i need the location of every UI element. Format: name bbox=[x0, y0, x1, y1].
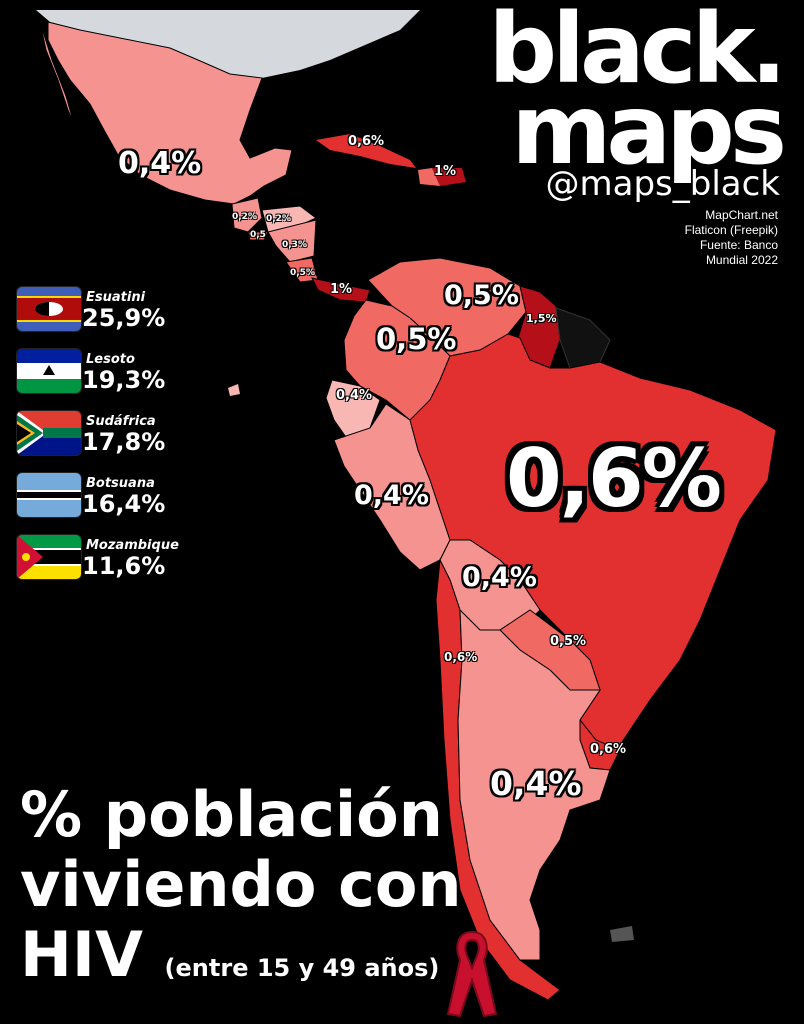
legend-value: 25,9% bbox=[82, 304, 166, 332]
cuba-region bbox=[316, 134, 416, 168]
red-ribbon-icon bbox=[446, 930, 498, 1018]
title-line3: HIV bbox=[20, 918, 143, 991]
credit-line: Mundial 2022 bbox=[705, 253, 778, 267]
label-brazil: 0,6% bbox=[506, 432, 722, 525]
label-honduras: 0,2% bbox=[266, 214, 291, 224]
label-panama: 1% bbox=[330, 282, 353, 297]
legend-item: Botsuana 16,4% bbox=[16, 472, 186, 534]
nicaragua-region bbox=[267, 219, 317, 263]
botswana-flag-icon bbox=[16, 472, 82, 518]
brand-logo: black. maps bbox=[488, 0, 787, 186]
label-costa-rica: 0,5% bbox=[290, 268, 315, 278]
label-guyana-suriname: 1,5% bbox=[526, 312, 557, 325]
label-chile: 0,6% bbox=[444, 650, 478, 664]
legend-item: Sudáfrica 17,8% bbox=[16, 410, 186, 472]
mexico-region bbox=[39, 21, 293, 205]
legend-country: Mozambique bbox=[86, 538, 179, 553]
title-line1: % población bbox=[20, 778, 443, 851]
credit-line: MapChart.net bbox=[705, 208, 778, 222]
label-bolivia: 0,4% bbox=[462, 562, 537, 593]
label-argentina: 0,4% bbox=[490, 764, 582, 803]
el-salvador-region bbox=[247, 231, 269, 241]
legend-item: Lesoto 19,3% bbox=[16, 348, 186, 410]
eswatini-flag-icon bbox=[16, 286, 82, 332]
brand-line2: maps bbox=[511, 74, 787, 186]
galapagos-region bbox=[228, 384, 240, 396]
label-el-salvador: 0,5 bbox=[250, 230, 266, 240]
legend-country: Esuatini bbox=[86, 290, 146, 305]
label-dominican-republic: 1% bbox=[434, 164, 457, 179]
mozambique-flag-icon bbox=[16, 534, 82, 580]
legend-value: 17,8% bbox=[82, 428, 166, 456]
legend-country: Lesoto bbox=[86, 352, 135, 367]
brand-handle: @maps_black bbox=[545, 164, 781, 204]
credit-line: Flaticon (Freepik) bbox=[684, 223, 778, 237]
legend-value: 11,6% bbox=[82, 552, 166, 580]
label-uruguay: 0,6% bbox=[590, 742, 627, 757]
south-africa-flag-icon bbox=[16, 410, 82, 456]
legend-value: 19,3% bbox=[82, 366, 166, 394]
legend: Esuatini 25,9% Lesoto 19,3% Sudáfrica 17… bbox=[16, 286, 186, 596]
brand-line1: black. bbox=[488, 0, 787, 105]
title-subtitle: (entre 15 y 49 años) bbox=[164, 954, 440, 982]
label-paraguay: 0,5% bbox=[550, 634, 587, 649]
dominican-republic-region bbox=[432, 168, 466, 186]
legend-country: Sudáfrica bbox=[86, 414, 156, 429]
title-line2: viviendo con bbox=[20, 848, 462, 921]
label-mexico: 0,4% bbox=[118, 146, 202, 181]
label-colombia: 0,5% bbox=[376, 322, 457, 356]
argentina-region bbox=[457, 608, 611, 961]
credits: MapChart.net Flaticon (Freepik) Fuente: … bbox=[685, 208, 778, 268]
label-peru: 0,4% bbox=[354, 480, 429, 511]
legend-country: Botsuana bbox=[86, 476, 155, 491]
map-title: % población viviendo con HIV (entre 15 y… bbox=[20, 780, 462, 1003]
credit-line: Fuente: Banco bbox=[699, 238, 778, 252]
haiti-region bbox=[418, 168, 440, 186]
label-ecuador: 0,4% bbox=[336, 388, 373, 403]
label-cuba: 0,6% bbox=[348, 134, 385, 149]
brazil-region bbox=[409, 333, 777, 761]
label-venezuela: 0,5% bbox=[444, 280, 519, 311]
lesotho-flag-icon bbox=[16, 348, 82, 394]
legend-item: Mozambique 11,6% bbox=[16, 534, 186, 596]
guatemala-region bbox=[231, 197, 263, 233]
label-guatemala: 0,2% bbox=[232, 212, 257, 222]
falklands-region bbox=[610, 926, 634, 942]
usa-region bbox=[36, 10, 420, 78]
legend-value: 16,4% bbox=[82, 490, 166, 518]
legend-item: Esuatini 25,9% bbox=[16, 286, 186, 348]
label-nicaragua: 0,3% bbox=[282, 240, 307, 250]
